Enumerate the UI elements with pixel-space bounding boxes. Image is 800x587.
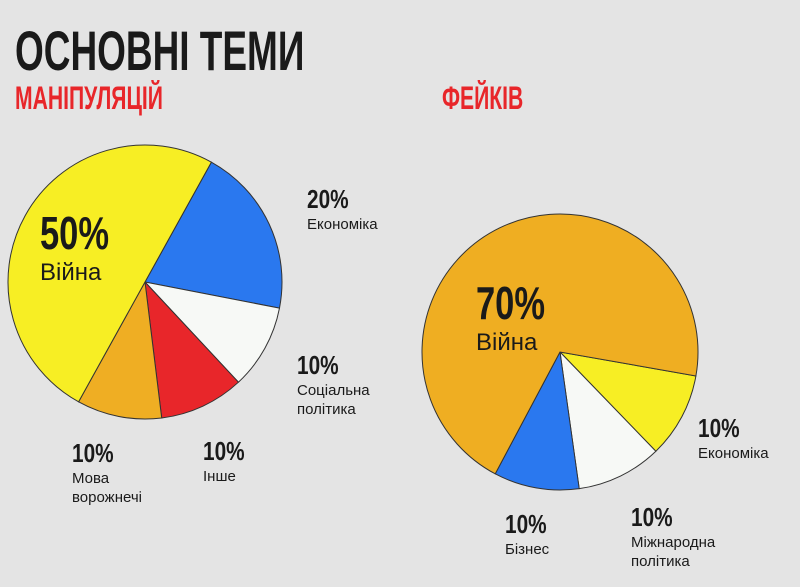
slice-label: 70% Війна <box>476 276 596 356</box>
slice-label: 10% Бізнес <box>505 509 585 559</box>
pie-slice <box>144 161 283 309</box>
slice-label: 50% Війна <box>40 206 160 286</box>
category-label: Міжнародна політика <box>631 534 716 570</box>
slice-label: 20% Економіка <box>307 184 427 234</box>
chart-title: МАНІПУЛЯЦІЙ <box>15 80 163 116</box>
category-label: Війна <box>476 329 538 356</box>
category-label: Інше <box>203 468 236 485</box>
slice-label: 10% Економіка <box>698 413 798 463</box>
pie-slice <box>143 281 281 383</box>
value-label: 20% <box>307 184 349 214</box>
value-label: 10% <box>297 350 339 380</box>
pie-slice <box>421 213 699 475</box>
value-label: 10% <box>698 413 740 443</box>
value-label: 50% <box>40 207 110 259</box>
category-label: Бізнес <box>505 541 550 558</box>
value-label: 70% <box>476 277 546 329</box>
value-label: 10% <box>505 509 547 539</box>
slice-label: 10% Міжнародна політика <box>631 502 751 571</box>
category-label: Війна <box>40 259 102 286</box>
main-title: ОСНОВНІ ТЕМИ <box>15 19 305 82</box>
pie-slice <box>144 280 240 419</box>
value-label: 10% <box>631 502 673 532</box>
pie-slice <box>77 280 163 420</box>
category-label: Мова ворожнечі <box>72 470 142 506</box>
value-label: 10% <box>72 438 114 468</box>
pie-slice <box>494 350 580 491</box>
slice-label: 10% Соціальна політика <box>297 350 377 419</box>
category-label: Економіка <box>307 216 378 233</box>
slice-label: 10% Інше <box>203 436 283 486</box>
pie-slice <box>558 351 697 452</box>
value-label: 10% <box>203 436 245 466</box>
chart-title: ФЕЙКІВ <box>442 80 524 116</box>
category-label: Економіка <box>698 445 769 462</box>
slice-label: 10% Мова ворожнечі <box>72 438 167 507</box>
pie-slice <box>7 144 213 403</box>
pie-slice <box>559 350 657 490</box>
category-label: Соціальна політика <box>297 382 370 418</box>
